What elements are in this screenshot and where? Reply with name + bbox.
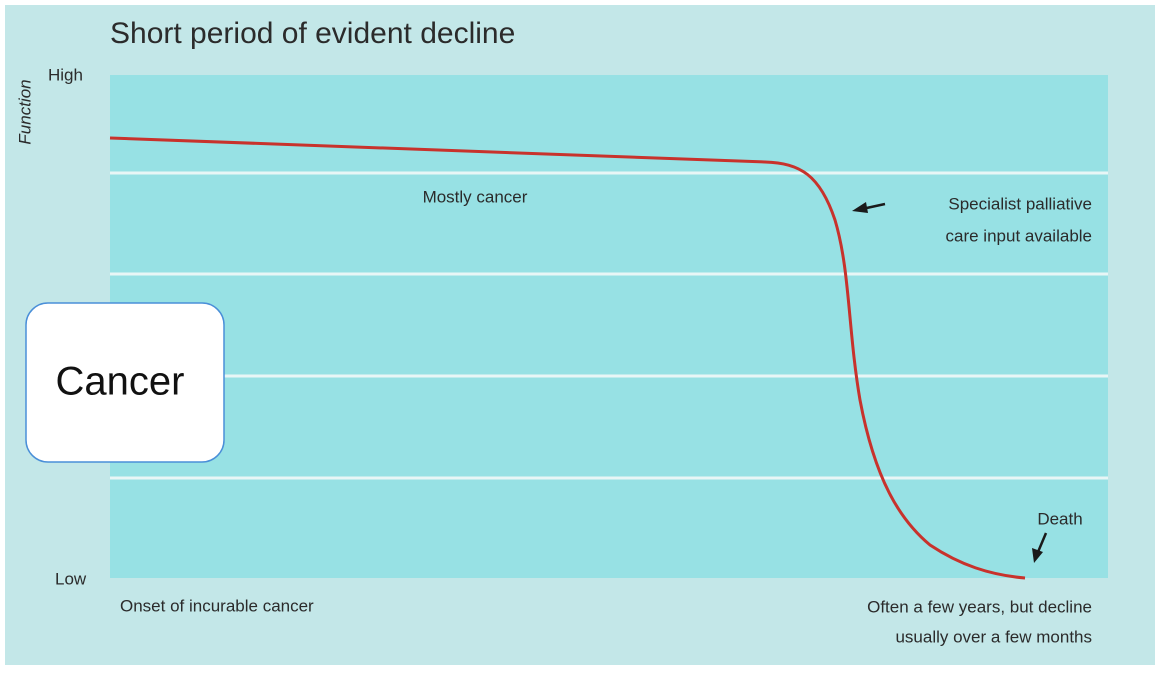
arrow — [852, 202, 886, 213]
plot-area — [110, 75, 1108, 578]
trajectory-curve — [109, 136, 1026, 580]
death-label: Death — [1037, 509, 1082, 528]
y-high: High — [48, 65, 83, 84]
end-line: Often a few years, but decline — [867, 597, 1092, 616]
specialist-line: Specialist palliative — [948, 194, 1092, 213]
specialist-line: care input available — [946, 226, 1092, 245]
arrow — [1032, 532, 1048, 563]
end-line: usually over a few months — [895, 627, 1092, 646]
overlay-box — [25, 302, 225, 463]
title: Short period of evident decline — [110, 17, 515, 50]
onset-label: Onset of incurable cancer — [120, 596, 314, 615]
y-low: Low — [55, 569, 87, 588]
band-lines — [110, 171, 1108, 480]
overlay-label: Cancer — [56, 360, 185, 404]
group-label: Mostly cancer — [423, 187, 528, 206]
y-axis-label: Function — [15, 79, 34, 144]
